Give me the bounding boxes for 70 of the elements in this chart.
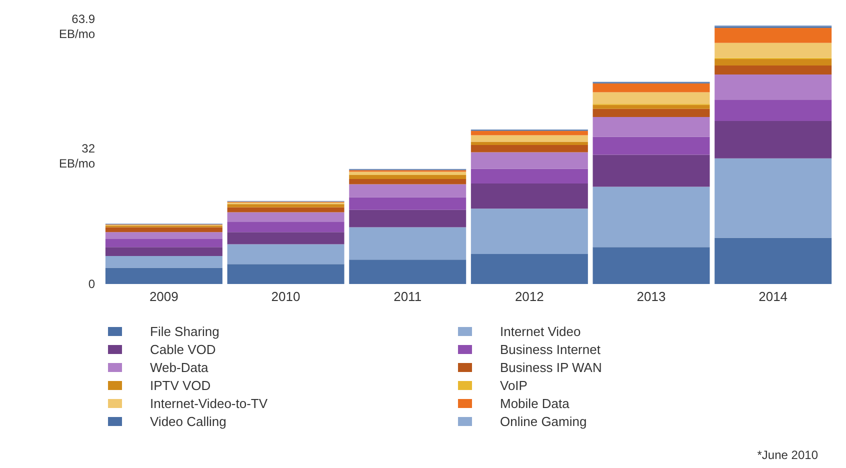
bar [105, 232, 222, 240]
bar [105, 239, 222, 248]
bar [227, 264, 344, 284]
bar [470, 135, 588, 142]
x-tick-label: 2009 [149, 289, 178, 304]
bar [349, 174, 466, 180]
bar [592, 117, 710, 137]
legend-label: File Sharing [150, 324, 220, 338]
y-tick-label: 32 EB/mo [58, 141, 96, 170]
bar [105, 227, 222, 232]
legend-label: Internet-Video-to-TV [150, 396, 268, 410]
bar [227, 207, 344, 212]
bar [470, 208, 588, 254]
bar [714, 121, 832, 158]
bar [470, 130, 588, 136]
bar [105, 247, 222, 256]
bar [470, 144, 588, 152]
bar [470, 142, 588, 145]
bar [349, 197, 466, 210]
x-tick-label: 2010 [271, 289, 300, 304]
bar [349, 172, 466, 175]
bar [714, 238, 832, 284]
bar [592, 247, 710, 284]
y-tick-label: 0 [88, 277, 96, 291]
bar [592, 186, 710, 248]
x-tick-label: 2012 [514, 289, 544, 304]
bar [227, 244, 344, 264]
bar [592, 136, 710, 155]
bar [714, 100, 832, 122]
text: *June 2010 [757, 448, 818, 462]
bar [592, 154, 710, 187]
bar [105, 268, 222, 284]
bar [714, 59, 832, 66]
bar [349, 210, 466, 228]
x-tick-label: 2011 [394, 289, 422, 304]
bar [714, 42, 832, 58]
bar [592, 92, 710, 104]
legend-label: Internet Video [500, 324, 581, 338]
bar [592, 104, 710, 109]
bar [714, 66, 832, 74]
bar [349, 184, 466, 198]
bar [714, 74, 832, 100]
bar [349, 260, 466, 284]
bar [470, 183, 588, 209]
legend-label: Web-Data [150, 360, 208, 374]
bar [470, 168, 588, 184]
bar [227, 204, 344, 208]
legend-label: VoIP [500, 378, 528, 392]
legend-label: Business IP WAN [500, 360, 602, 374]
legend-label: Mobile Data [500, 396, 570, 410]
legend-label: IPTV VOD [150, 378, 211, 392]
bar [105, 256, 222, 268]
bar [592, 108, 710, 118]
bar [592, 83, 710, 92]
bar [227, 232, 344, 244]
bar [227, 212, 344, 222]
bar [470, 152, 588, 169]
x-tick-label: 2013 [636, 289, 666, 304]
legend-label: Cable VOD [150, 342, 216, 356]
legend-label: Business Internet [500, 342, 600, 356]
legend-label: Online Gaming [500, 414, 587, 428]
bar [349, 179, 466, 184]
legend-label: Video Calling [150, 414, 226, 428]
y-tick-label: 63.9 EB/mo [58, 12, 96, 41]
bar [714, 158, 832, 238]
x-tick-label: 2014 [758, 289, 788, 304]
bar [349, 227, 466, 260]
bar [227, 222, 344, 232]
bar [470, 254, 588, 284]
bar [714, 28, 832, 43]
